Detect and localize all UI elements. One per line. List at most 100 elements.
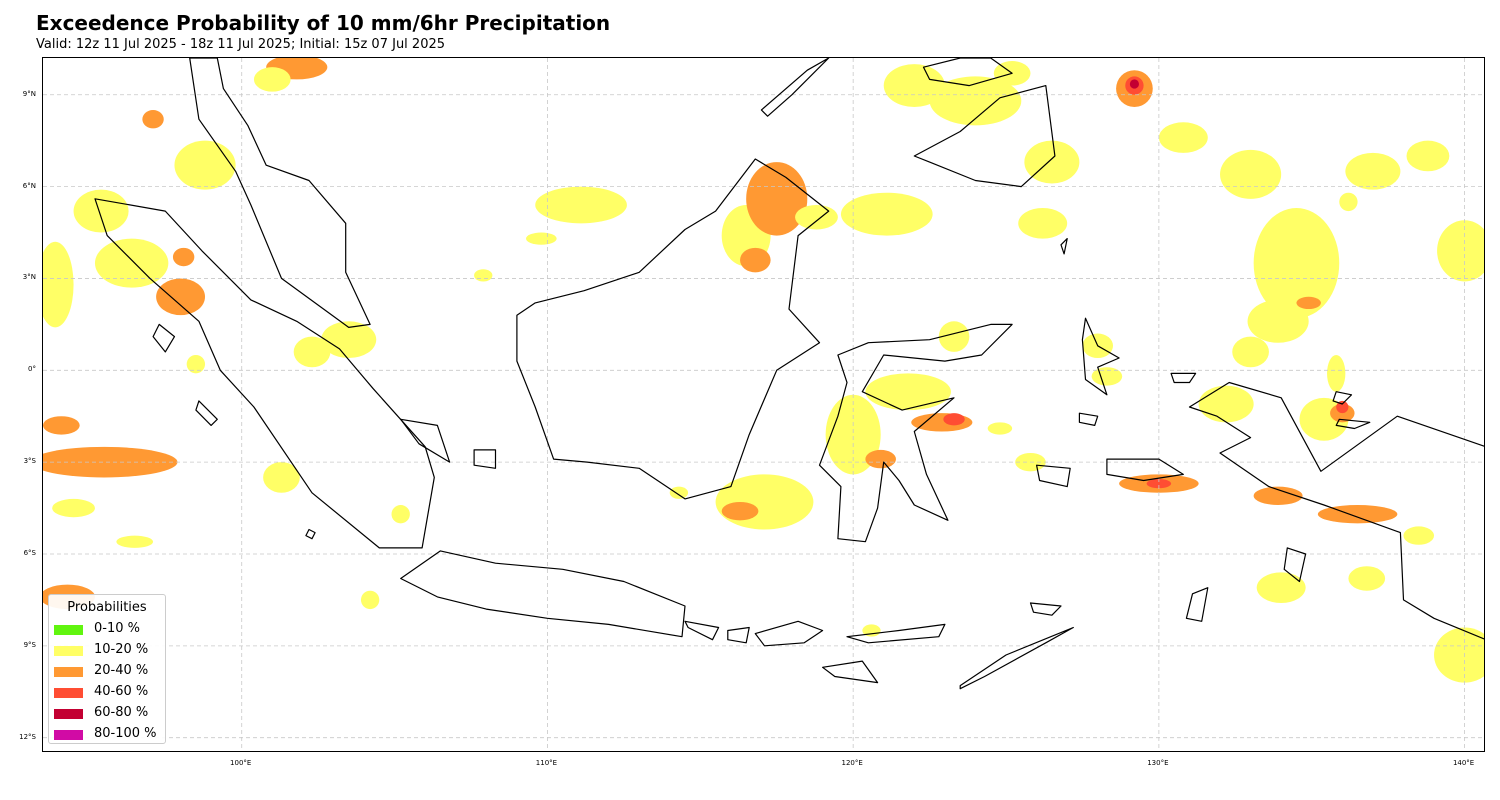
landmass-palawan: [760, 58, 830, 117]
probability-area-10-20: [1345, 152, 1401, 190]
legend: Probabilities 0-10 % 10-20 % 20-40 % 40-…: [48, 594, 166, 744]
landmass-mindanao: [913, 85, 1056, 188]
legend-label: 60-80 %: [94, 705, 149, 720]
lon-label: 140°E: [1452, 759, 1475, 767]
lat-label: 9°N: [22, 89, 36, 98]
gridline-layer: [43, 58, 1484, 751]
probability-area-10-20: [293, 336, 331, 368]
probability-area-10-20: [1232, 336, 1269, 368]
probability-area-20-40: [43, 446, 178, 478]
legend-label: 0-10 %: [94, 621, 140, 636]
lon-label: 110°E: [535, 759, 558, 767]
legend-swatch: [54, 688, 83, 698]
probability-area-10-20: [1220, 149, 1282, 199]
lat-label: 6°N: [22, 181, 36, 190]
probability-area-10-20: [1339, 192, 1358, 212]
landmass-bali: [684, 620, 720, 641]
probability-area-10-20: [43, 241, 74, 328]
probability-area-10-20: [1327, 354, 1346, 392]
lon-label: 100°E: [230, 759, 252, 767]
lat-label: 6°S: [23, 548, 36, 557]
probability-area-10-20: [1348, 566, 1386, 591]
probability-area-20-40: [1330, 403, 1355, 423]
landmass-timor: [959, 626, 1074, 690]
probability-area-20-40: [865, 449, 896, 469]
legend-title: Probabilities: [67, 600, 147, 615]
probability-area-20-40: [172, 247, 195, 267]
lat-label: 3°N: [22, 273, 36, 282]
lon-label: 130°E: [1147, 759, 1169, 767]
probability-area-40-60: [1336, 400, 1349, 414]
probability-area-10-20: [1253, 208, 1340, 319]
legend-swatch: [54, 646, 83, 656]
probability-area-10-20: [174, 140, 236, 190]
landmass-new-guinea: [1188, 381, 1484, 640]
legend-swatch: [54, 709, 83, 719]
probability-area-20-40: [142, 110, 164, 129]
probability-area-20-40: [740, 247, 771, 273]
landmass-malay-peninsula: [189, 58, 371, 328]
legend-label: 80-100 %: [94, 726, 157, 741]
probability-area-10-20: [1158, 122, 1208, 153]
probability-area-20-40: [746, 162, 808, 236]
landmass-halmahera: [1081, 317, 1120, 396]
probability-area-10-20: [391, 505, 410, 524]
probability-area-10-20: [474, 269, 493, 282]
probability-area-10-20: [825, 394, 881, 475]
probability-area-20-40: [43, 416, 80, 435]
probability-area-10-20: [1406, 140, 1450, 172]
probability-area-40-60: [1146, 478, 1172, 489]
landmass-aru: [1283, 547, 1307, 583]
probability-area-20-40: [1317, 505, 1398, 524]
probability-area-10-20: [1256, 572, 1306, 603]
probability-area-20-40: [1253, 486, 1303, 506]
landmass-tanimbar: [1185, 587, 1209, 622]
probability-area-10-20: [929, 76, 1022, 126]
probability-area-10-20: [1247, 299, 1309, 343]
probability-area-10-20: [360, 590, 380, 610]
probability-area-10-20: [253, 67, 291, 92]
probability-area-10-20: [938, 321, 970, 352]
landmass-sumbawa: [754, 620, 824, 647]
landmass-sumba: [821, 660, 879, 684]
probability-area-10-20: [987, 422, 1013, 435]
landmass-belitung: [473, 449, 497, 469]
landmass-buru: [1035, 464, 1071, 488]
landmass-bangka: [400, 418, 451, 463]
probability-area-10-20: [526, 232, 557, 245]
legend-label: 20-40 %: [94, 663, 149, 678]
probability-area-10-20: [1403, 526, 1435, 545]
landmass-flores: [846, 623, 946, 644]
legend-label: 40-60 %: [94, 684, 149, 699]
probability-area-10-20: [1024, 140, 1080, 184]
landmass-java: [400, 550, 686, 638]
probability-area-10-20: [1437, 220, 1484, 282]
probability-area-10-20: [669, 486, 689, 499]
probability-area-10-20: [535, 186, 627, 224]
probability-layer: [43, 58, 1484, 683]
map-canvas: [43, 58, 1484, 751]
legend-swatch: [54, 625, 83, 635]
probability-area-10-20: [1198, 385, 1254, 423]
landmass-obi: [1078, 412, 1099, 426]
probability-area-10-20: [1434, 627, 1484, 683]
probability-area-10-20: [1018, 208, 1068, 239]
landmass-waigeo: [1170, 372, 1197, 384]
probability-area-10-20: [186, 354, 206, 374]
landmass-sulawesi: [818, 323, 1013, 543]
probability-area-10-20: [840, 192, 933, 236]
landmass-siberut: [195, 400, 218, 426]
probability-area-10-20: [321, 321, 377, 359]
landmass-biak: [1332, 391, 1353, 405]
coastline-layer: [94, 58, 1484, 690]
landmass-nias: [152, 323, 176, 353]
landmass-visayas: [922, 58, 1013, 87]
legend-swatch: [54, 667, 83, 677]
landmass-borneo: [516, 158, 830, 500]
probability-area-10-20: [116, 535, 154, 548]
probability-area-10-20: [865, 373, 951, 411]
lon-label: 120°E: [841, 759, 863, 767]
landmass-lombok: [727, 626, 750, 644]
probability-area-10-20: [73, 189, 129, 233]
probability-area-40-60: [943, 413, 965, 426]
